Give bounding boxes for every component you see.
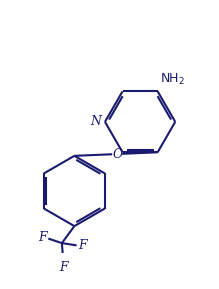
Text: NH$_2$: NH$_2$ xyxy=(160,72,185,87)
Text: O: O xyxy=(112,148,122,161)
Text: F: F xyxy=(38,231,46,244)
Text: F: F xyxy=(78,239,87,252)
Text: N: N xyxy=(90,115,101,128)
Text: F: F xyxy=(59,261,67,274)
